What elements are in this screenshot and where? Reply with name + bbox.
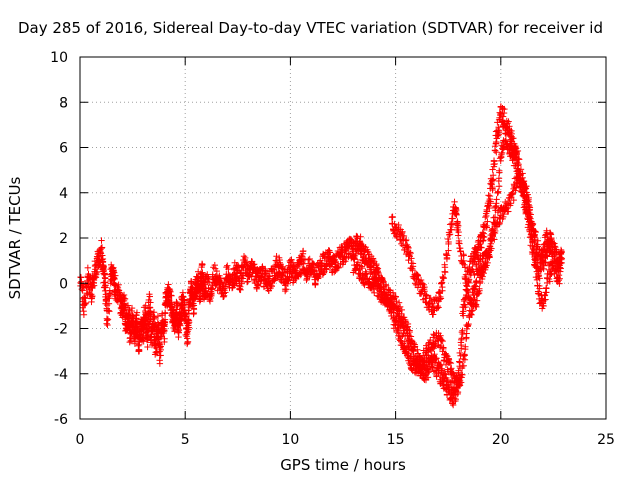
data-point xyxy=(152,349,159,356)
data-point xyxy=(103,296,110,303)
data-point xyxy=(84,264,92,272)
data-point xyxy=(106,308,113,315)
data-point xyxy=(162,310,169,317)
data-point xyxy=(105,300,113,307)
data-point xyxy=(105,307,112,314)
data-point xyxy=(156,360,164,367)
data-point xyxy=(185,307,192,314)
data-point xyxy=(179,293,186,300)
data-point xyxy=(161,335,168,342)
data-point xyxy=(140,338,147,345)
data-point xyxy=(80,311,88,318)
data-point xyxy=(102,284,109,291)
data-point xyxy=(161,321,168,329)
data-point xyxy=(154,312,162,320)
data-point xyxy=(106,287,113,294)
data-point xyxy=(93,268,101,276)
data-point xyxy=(97,249,104,256)
data-point xyxy=(185,317,193,324)
data-point xyxy=(146,293,154,300)
data-point xyxy=(131,340,139,347)
data-point xyxy=(224,262,231,269)
data-point xyxy=(138,337,146,344)
data-point xyxy=(175,329,182,336)
data-point xyxy=(253,285,261,293)
data-point xyxy=(101,274,109,281)
data-point xyxy=(98,237,105,244)
grid-lines xyxy=(80,57,606,419)
data-point xyxy=(115,281,122,288)
data-point xyxy=(147,311,154,319)
data-point xyxy=(121,295,129,302)
data-point xyxy=(98,244,106,251)
data-point xyxy=(119,300,126,308)
data-point xyxy=(133,309,141,316)
data-point xyxy=(190,310,197,318)
data-point xyxy=(174,303,181,311)
data-point xyxy=(106,294,113,302)
data-point xyxy=(89,283,96,290)
data-point xyxy=(91,273,99,280)
data-point xyxy=(81,300,89,308)
data-point xyxy=(157,352,164,359)
data-point xyxy=(147,299,154,306)
data-point xyxy=(78,278,85,285)
data-point xyxy=(100,263,107,270)
data-point xyxy=(165,298,172,305)
data-point xyxy=(240,253,248,260)
data-point xyxy=(124,302,132,309)
plot-points xyxy=(77,103,566,409)
data-point xyxy=(93,271,100,278)
data-point xyxy=(82,299,90,307)
data-point xyxy=(110,269,118,276)
data-point xyxy=(150,319,157,327)
data-point xyxy=(112,272,119,279)
data-point xyxy=(104,316,112,323)
data-point xyxy=(312,280,319,288)
data-point xyxy=(357,233,364,240)
data-point xyxy=(303,276,310,284)
data-point xyxy=(190,305,197,312)
data-point xyxy=(157,343,164,350)
data-point xyxy=(83,289,90,297)
data-point xyxy=(305,256,312,264)
data-point xyxy=(104,321,111,329)
data-point xyxy=(141,317,148,324)
data-point xyxy=(166,285,173,293)
data-point xyxy=(283,286,290,293)
data-point xyxy=(151,314,158,321)
data-point xyxy=(120,291,128,299)
data-point xyxy=(77,274,85,281)
data-point xyxy=(135,347,142,354)
data-point xyxy=(133,315,140,322)
data-point xyxy=(144,343,151,351)
data-point xyxy=(184,339,191,347)
data-point xyxy=(150,309,158,316)
data-point xyxy=(161,319,169,326)
data-point xyxy=(181,301,188,309)
data-point xyxy=(168,292,175,299)
data-point xyxy=(144,332,151,339)
data-point xyxy=(90,282,98,289)
data-point xyxy=(99,252,106,259)
data-point xyxy=(184,338,192,345)
data-point xyxy=(128,304,136,312)
data-point xyxy=(107,290,114,298)
data-point xyxy=(140,304,148,311)
data-point xyxy=(198,260,206,268)
data-point xyxy=(89,292,96,300)
data-point xyxy=(147,337,155,344)
data-point xyxy=(85,275,93,283)
